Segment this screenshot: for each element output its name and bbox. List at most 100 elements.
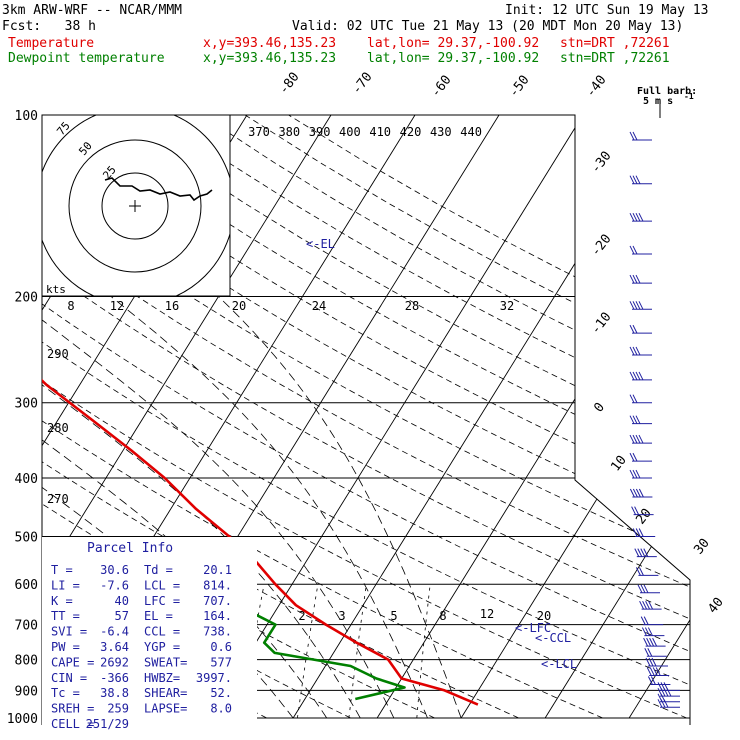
wind-barb-tick bbox=[629, 415, 635, 424]
barb-legend-line1: Full barb: bbox=[637, 86, 697, 97]
wind-barb bbox=[657, 687, 680, 697]
wind-barb-tick bbox=[635, 371, 641, 381]
dry-adiabat bbox=[42, 115, 351, 719]
moist-adiabat bbox=[42, 296, 395, 719]
wind-barb bbox=[641, 627, 665, 637]
wind-barb bbox=[629, 324, 652, 334]
wind-barb bbox=[637, 584, 660, 594]
dry-adiabat bbox=[42, 115, 690, 719]
dewpoint-xy: x,y=393.46,135.23 bbox=[203, 51, 337, 66]
wind-barb-tick bbox=[632, 212, 638, 222]
wind-barb-tick bbox=[647, 627, 653, 636]
mixing-ratio-line bbox=[348, 584, 367, 719]
wind-barb-tick bbox=[629, 469, 635, 479]
wind-barb-tick bbox=[635, 434, 641, 444]
wind-barb-tick bbox=[663, 687, 669, 697]
moist-adiabat bbox=[218, 296, 462, 719]
wind-barb-tick bbox=[640, 584, 646, 594]
wind-barb-tick bbox=[635, 528, 641, 537]
hodograph-rings bbox=[42, 115, 230, 296]
parcel-info-value: -7.6 bbox=[100, 578, 129, 592]
wind-barb-tick bbox=[637, 584, 643, 594]
theta-label: 430 bbox=[430, 125, 452, 139]
wind-barb bbox=[629, 488, 653, 498]
dry-adiabat bbox=[42, 115, 687, 719]
wind-barb-tick bbox=[629, 346, 635, 356]
sounding-profiles bbox=[42, 115, 479, 706]
wind-barb-tick bbox=[646, 637, 652, 647]
speed-tick-label: 24 bbox=[312, 299, 326, 313]
speed-tick-label: 20 bbox=[232, 299, 246, 313]
wind-barb-tick bbox=[663, 699, 669, 708]
wind-barb-tick bbox=[649, 637, 655, 647]
wind-barb-tick bbox=[637, 548, 643, 557]
theta-label: 410 bbox=[369, 125, 391, 139]
parcel-info-label: SREH = bbox=[51, 702, 94, 716]
parcel-info-label: TT = bbox=[51, 609, 80, 623]
wind-barb-tick bbox=[651, 657, 657, 667]
pressure-label: 900 bbox=[15, 684, 38, 699]
parcel-info-value: -6.4 bbox=[100, 625, 129, 639]
wind-barb-tick bbox=[629, 371, 635, 381]
isotherm-label: -50 bbox=[506, 73, 532, 101]
isotherm-label: 40 bbox=[705, 595, 726, 617]
wind-barb-tick bbox=[643, 584, 649, 594]
theta-side-label: 290 bbox=[47, 347, 69, 361]
wind-barb-tick bbox=[632, 469, 638, 479]
isotherm-label: -30 bbox=[588, 149, 614, 177]
parcel-info-value: 57 bbox=[115, 609, 129, 623]
wind-barb bbox=[629, 371, 652, 381]
temperature-station: stn=DRT ,72261 bbox=[560, 36, 670, 51]
wind-barb bbox=[631, 506, 654, 516]
isotherm-line bbox=[42, 115, 332, 719]
wind-barb-tick bbox=[629, 274, 635, 284]
wind-barb bbox=[657, 699, 680, 708]
moist-adiabat bbox=[110, 296, 428, 719]
isotherm-label: 0 bbox=[591, 400, 608, 415]
barb-legend-line2: 5 m s bbox=[643, 96, 673, 107]
parcel-info-value: 3.64 bbox=[100, 640, 129, 654]
ccl-marker: <-CCL bbox=[535, 631, 571, 645]
wind-barb-tick bbox=[647, 676, 653, 685]
mixing-ratio-label: 20 bbox=[537, 609, 551, 623]
theta-label: 400 bbox=[339, 125, 361, 139]
lcl-marker: <-LCL bbox=[541, 657, 577, 671]
pressure-label: 500 bbox=[15, 530, 38, 545]
wind-barb bbox=[635, 567, 659, 576]
mixing-ratio-line bbox=[416, 584, 431, 719]
wind-barb-tick bbox=[629, 324, 635, 334]
speed-tick-label: 16 bbox=[165, 299, 179, 313]
wind-barb-tick bbox=[647, 648, 653, 657]
wind-barb bbox=[639, 600, 662, 610]
hodograph-ring bbox=[68, 139, 202, 273]
wind-barb-tick bbox=[632, 452, 638, 462]
wind-barb bbox=[629, 452, 652, 462]
parcel-info-label: SHEAR= bbox=[144, 686, 187, 700]
mixing-ratio-label: 3 bbox=[338, 609, 345, 623]
parcel-info-value: 8.0 bbox=[210, 702, 232, 716]
wind-barb-tick bbox=[638, 212, 644, 222]
wind-barb bbox=[643, 637, 666, 647]
wind-barb-tick bbox=[635, 469, 641, 479]
parcel-info-label: SWEAT= bbox=[144, 655, 187, 669]
parcel-info-label: CAPE = bbox=[51, 655, 94, 669]
wind-barb bbox=[629, 212, 652, 222]
wind-barb bbox=[629, 245, 652, 255]
wind-barb-tick bbox=[632, 324, 638, 334]
wind-barb-tick bbox=[648, 657, 654, 667]
isotherm-label: 20 bbox=[633, 506, 654, 528]
wind-barb bbox=[629, 434, 652, 444]
wind-barb-tick bbox=[632, 528, 638, 537]
dry-adiabat bbox=[42, 115, 690, 719]
wind-barb-tick bbox=[632, 175, 638, 184]
dry-adiabat bbox=[157, 115, 690, 719]
wind-barb bbox=[629, 131, 652, 141]
dry-adiabat bbox=[42, 115, 603, 719]
theta-label: 370 bbox=[248, 125, 270, 139]
dewpoint-profile bbox=[42, 115, 406, 701]
parcel-info-label: PW = bbox=[51, 640, 80, 654]
parcel-info-value: 2692 bbox=[100, 655, 129, 669]
dry-adiabat bbox=[244, 115, 690, 719]
